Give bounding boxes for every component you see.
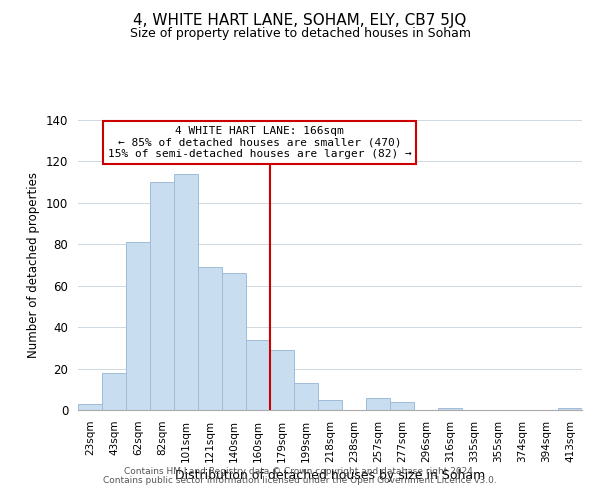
- Bar: [150, 182, 174, 410]
- Text: Size of property relative to detached houses in Soham: Size of property relative to detached ho…: [130, 28, 470, 40]
- Text: 4, WHITE HART LANE, SOHAM, ELY, CB7 5JQ: 4, WHITE HART LANE, SOHAM, ELY, CB7 5JQ: [133, 12, 467, 28]
- Bar: [270, 350, 294, 410]
- Bar: [366, 398, 390, 410]
- Bar: [318, 400, 342, 410]
- Bar: [126, 242, 150, 410]
- Bar: [390, 402, 414, 410]
- Bar: [198, 267, 222, 410]
- X-axis label: Distribution of detached houses by size in Soham: Distribution of detached houses by size …: [175, 469, 485, 482]
- Bar: [438, 408, 462, 410]
- Text: 4 WHITE HART LANE: 166sqm
← 85% of detached houses are smaller (470)
15% of semi: 4 WHITE HART LANE: 166sqm ← 85% of detac…: [107, 126, 412, 159]
- Bar: [558, 408, 582, 410]
- Bar: [222, 274, 246, 410]
- Text: Contains public sector information licensed under the Open Government Licence v3: Contains public sector information licen…: [103, 476, 497, 485]
- Bar: [102, 372, 126, 410]
- Y-axis label: Number of detached properties: Number of detached properties: [28, 172, 40, 358]
- Bar: [294, 383, 318, 410]
- Text: Contains HM Land Registry data © Crown copyright and database right 2024.: Contains HM Land Registry data © Crown c…: [124, 467, 476, 476]
- Bar: [174, 174, 198, 410]
- Bar: [246, 340, 270, 410]
- Bar: [78, 404, 102, 410]
